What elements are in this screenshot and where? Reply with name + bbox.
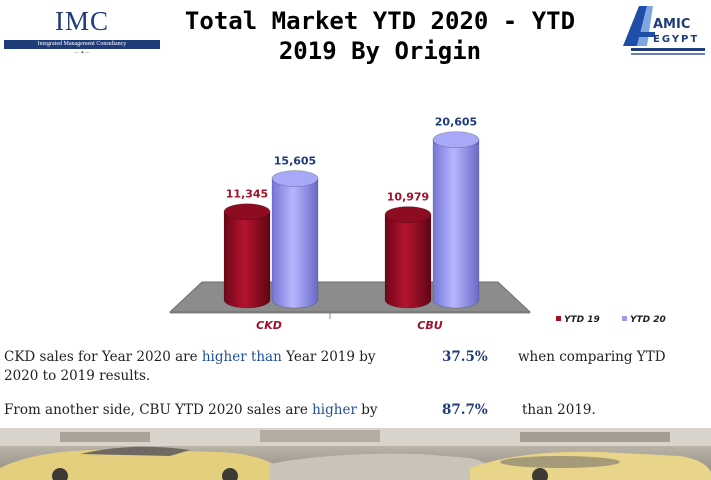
bar-top (384, 206, 432, 223)
imc-logo-tagline: — ✦ — (74, 51, 90, 56)
bar-ckd-ytd-20 (271, 170, 319, 309)
data-label-cbu-ytd-20: 20,605 (435, 116, 477, 129)
p2-text-b: by (356, 402, 378, 418)
category-label-cbu: CBU (417, 319, 442, 332)
bar-body (223, 211, 271, 309)
bar-body (384, 214, 432, 309)
category-label-ckd: CKD (256, 319, 282, 332)
bar-body (271, 178, 319, 309)
p2-highlight: higher (312, 402, 357, 418)
chart-legend: YTD 19 YTD 20 (556, 315, 666, 325)
p1-percent: 37.5% (442, 349, 488, 365)
amic-logo-text: AMIC (653, 17, 690, 32)
p2-text-a: From another side, CBU YTD 2020 sales ar… (4, 402, 313, 418)
bar-ckd-ytd-19 (223, 203, 271, 309)
p1-highlight: higher than (201, 349, 282, 365)
bar-top (432, 131, 480, 148)
bar-cbu-ytd-20 (432, 131, 480, 309)
legend-swatch-ytd-19 (556, 316, 561, 321)
p1-text-a: CKD sales for Year 2020 are (4, 349, 202, 365)
legend-label-ytd-20: YTD 20 (630, 315, 666, 325)
imc-logo-bar (4, 40, 160, 49)
footer-cars-photo (0, 428, 711, 480)
slide-title: Total Market YTD 2020 - YTD 2019 By Orig… (160, 6, 600, 66)
bar-cbu-ytd-19 (384, 206, 432, 309)
p2-text-c: than 2019. (522, 402, 596, 418)
bar-top (223, 203, 271, 221)
imc-logo-subtitle: Integrated Management Consultancy (37, 41, 127, 47)
data-label-cbu-ytd-19: 10,979 (387, 191, 429, 204)
bar-top (271, 170, 319, 187)
legend-label-ytd-19: YTD 19 (564, 315, 600, 325)
p1-text-c: when comparing YTD (518, 349, 666, 365)
p1-text-d: 2020 to 2019 results. (4, 368, 151, 384)
slide-title-line2: 2019 By Origin (278, 37, 482, 65)
cars-illustration (0, 428, 711, 480)
p1-text-b: Year 2019 by (281, 349, 376, 365)
imc-logo: IMC Integrated Management Consultancy — … (4, 6, 160, 56)
bar-body (432, 139, 480, 309)
bars-group: 11,345 15,605 10,979 20,605 (223, 116, 480, 309)
paragraph-cbu: From another side, CBU YTD 2020 sales ar… (4, 401, 377, 420)
amic-logo: AMIC EGYPT (623, 6, 705, 55)
amic-logo-subtitle: EGYPT (653, 34, 699, 45)
imc-logo-text: IMC (54, 6, 109, 36)
data-label-ckd-ytd-19: 11,345 (226, 188, 268, 201)
category-labels: CKD CBU (256, 319, 443, 332)
slide-title-line1: Total Market YTD 2020 - YTD (184, 7, 576, 35)
p2-percent: 87.7% (442, 402, 488, 418)
data-label-ckd-ytd-20: 15,605 (274, 155, 316, 168)
paragraph-ckd: CKD sales for Year 2020 are higher than … (4, 348, 376, 367)
legend-swatch-ytd-20 (622, 316, 627, 321)
